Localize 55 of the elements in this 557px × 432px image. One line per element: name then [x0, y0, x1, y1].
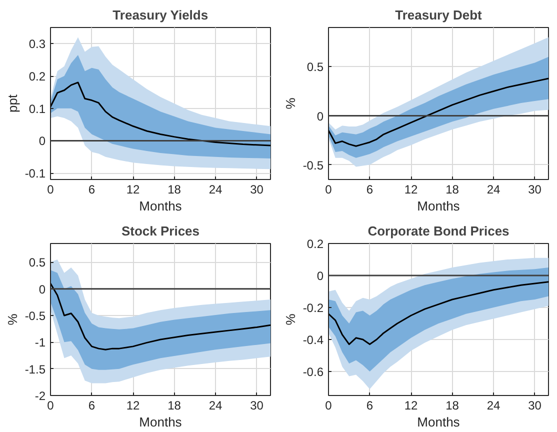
- y-tick-label: 0.1: [28, 102, 46, 116]
- y-tick-label: 0.3: [28, 37, 46, 52]
- y-tick-label: -0.4: [302, 333, 324, 347]
- chart-title: Stock Prices: [121, 224, 200, 238]
- y-tick-label: 0.5: [28, 256, 46, 270]
- x-axis-title: Months: [417, 198, 460, 214]
- y-tick-label: -0.2: [302, 301, 324, 315]
- x-tick-label: 30: [528, 182, 542, 196]
- y-tick-label: 0.2: [306, 237, 324, 251]
- x-tick-label: 0: [47, 182, 54, 196]
- x-axis-title: Months: [417, 414, 460, 430]
- y-axis-title: %: [4, 313, 20, 326]
- x-tick-label: 12: [404, 398, 418, 412]
- y-tick-label: -0.6: [302, 365, 324, 379]
- x-tick-label: 24: [208, 398, 222, 412]
- y-tick-label: 0: [316, 109, 324, 124]
- y-tick-label: 0: [38, 134, 46, 148]
- x-tick-label: 6: [88, 398, 96, 412]
- y-tick-label: -0.1: [24, 166, 46, 181]
- y-tick-label: 0: [38, 282, 46, 296]
- y-axis-title: %: [282, 97, 298, 110]
- y-tick-label: -2: [34, 389, 46, 403]
- x-tick-label: 12: [126, 182, 140, 196]
- chart-title: Treasury Yields: [112, 8, 208, 22]
- x-tick-label: 30: [250, 398, 264, 412]
- y-tick-label: 0.2: [28, 70, 46, 84]
- x-tick-label: 30: [528, 398, 542, 412]
- x-axis-title: Months: [139, 198, 182, 214]
- y-axis-title: %: [282, 313, 298, 326]
- x-tick-label: 24: [486, 398, 500, 412]
- x-tick-label: 6: [366, 182, 374, 196]
- x-tick-label: 18: [168, 182, 182, 196]
- x-tick-label: 24: [486, 182, 500, 196]
- x-tick-label: 12: [126, 398, 140, 412]
- x-tick-label: 24: [208, 182, 222, 196]
- x-tick-label: 0: [325, 398, 332, 412]
- x-tick-label: 18: [446, 398, 460, 412]
- chart-title: Corporate Bond Prices: [368, 224, 510, 238]
- x-tick-label: 6: [88, 182, 96, 196]
- x-tick-label: 0: [47, 398, 54, 412]
- y-tick-label: 0: [316, 269, 324, 283]
- x-tick-label: 30: [250, 182, 264, 196]
- y-tick-label: -0.5: [24, 309, 46, 323]
- y-tick-label: -1: [34, 336, 46, 350]
- x-tick-label: 18: [168, 398, 182, 412]
- x-tick-label: 6: [366, 398, 374, 412]
- x-axis-title: Months: [139, 414, 182, 430]
- y-tick-label: -1.5: [24, 362, 46, 376]
- x-tick-label: 0: [325, 182, 332, 196]
- x-tick-label: 12: [404, 182, 418, 196]
- y-tick-label: 0.5: [306, 60, 324, 74]
- y-tick-label: -0.5: [302, 158, 324, 172]
- chart-title: Treasury Debt: [395, 8, 483, 22]
- x-tick-label: 18: [446, 182, 460, 196]
- y-axis-title: ppt: [4, 94, 20, 113]
